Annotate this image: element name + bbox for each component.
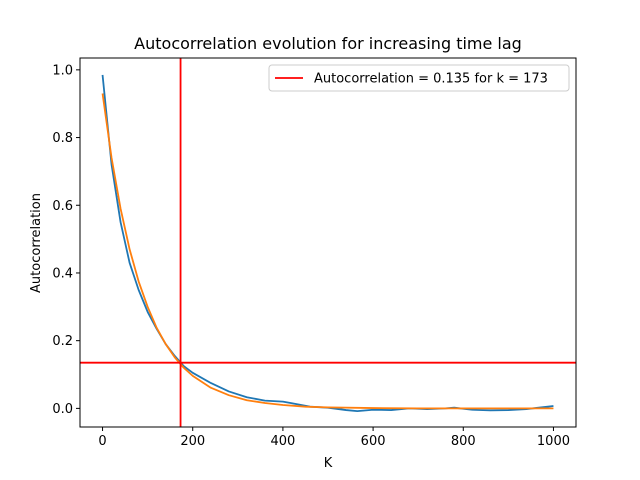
x-tick-label: 1000 bbox=[537, 434, 570, 449]
y-tick-label: 0.8 bbox=[52, 131, 73, 146]
plot-frame bbox=[79, 57, 577, 428]
y-tick-label: 0.2 bbox=[52, 334, 73, 349]
x-tick-label: 800 bbox=[451, 434, 476, 449]
series-line-2 bbox=[101, 93, 554, 410]
x-axis: 0 200 400 600 800 1000 bbox=[98, 427, 570, 449]
y-axis-label: Autocorrelation bbox=[29, 193, 44, 293]
x-tick-label: 200 bbox=[180, 434, 205, 449]
legend-label: Autocorrelation = 0.135 for k = 173 bbox=[314, 72, 548, 87]
x-tick-label: 400 bbox=[270, 434, 295, 449]
x-tick-label: 600 bbox=[361, 434, 386, 449]
plot-area bbox=[80, 58, 576, 427]
y-tick-label: 0.4 bbox=[52, 266, 73, 281]
y-axis: 0.0 0.2 0.4 0.6 0.8 1.0 bbox=[52, 63, 80, 417]
chart-title: Autocorrelation evolution for increasing… bbox=[134, 34, 522, 53]
y-tick-label: 0.0 bbox=[52, 402, 73, 417]
series-line-1 bbox=[101, 74, 554, 412]
y-tick-label: 1.0 bbox=[52, 63, 73, 78]
legend-box bbox=[268, 64, 570, 92]
x-axis-label: K bbox=[324, 456, 333, 471]
y-tick-label: 0.6 bbox=[52, 199, 73, 214]
x-tick-label: 0 bbox=[98, 434, 106, 449]
legend: Autocorrelation = 0.135 for k = 173 bbox=[268, 64, 570, 92]
